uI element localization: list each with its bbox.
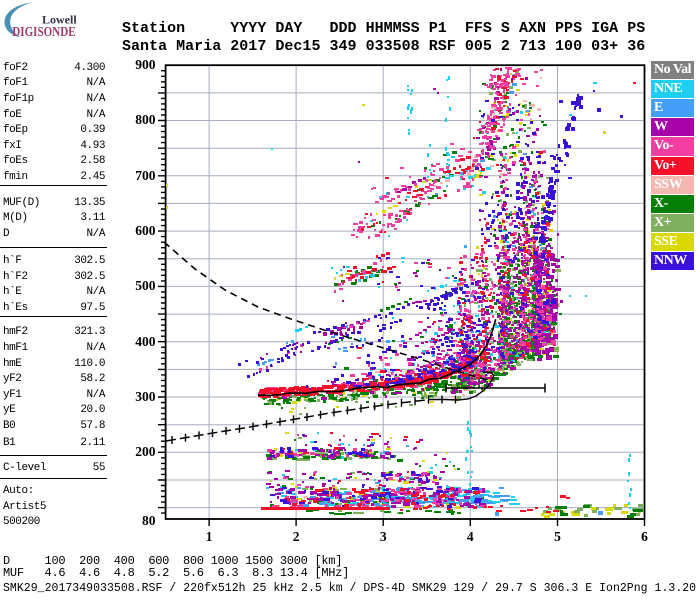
svg-text:Lowell: Lowell [42,13,77,27]
svg-text:DIGISONDE: DIGISONDE [12,24,75,39]
